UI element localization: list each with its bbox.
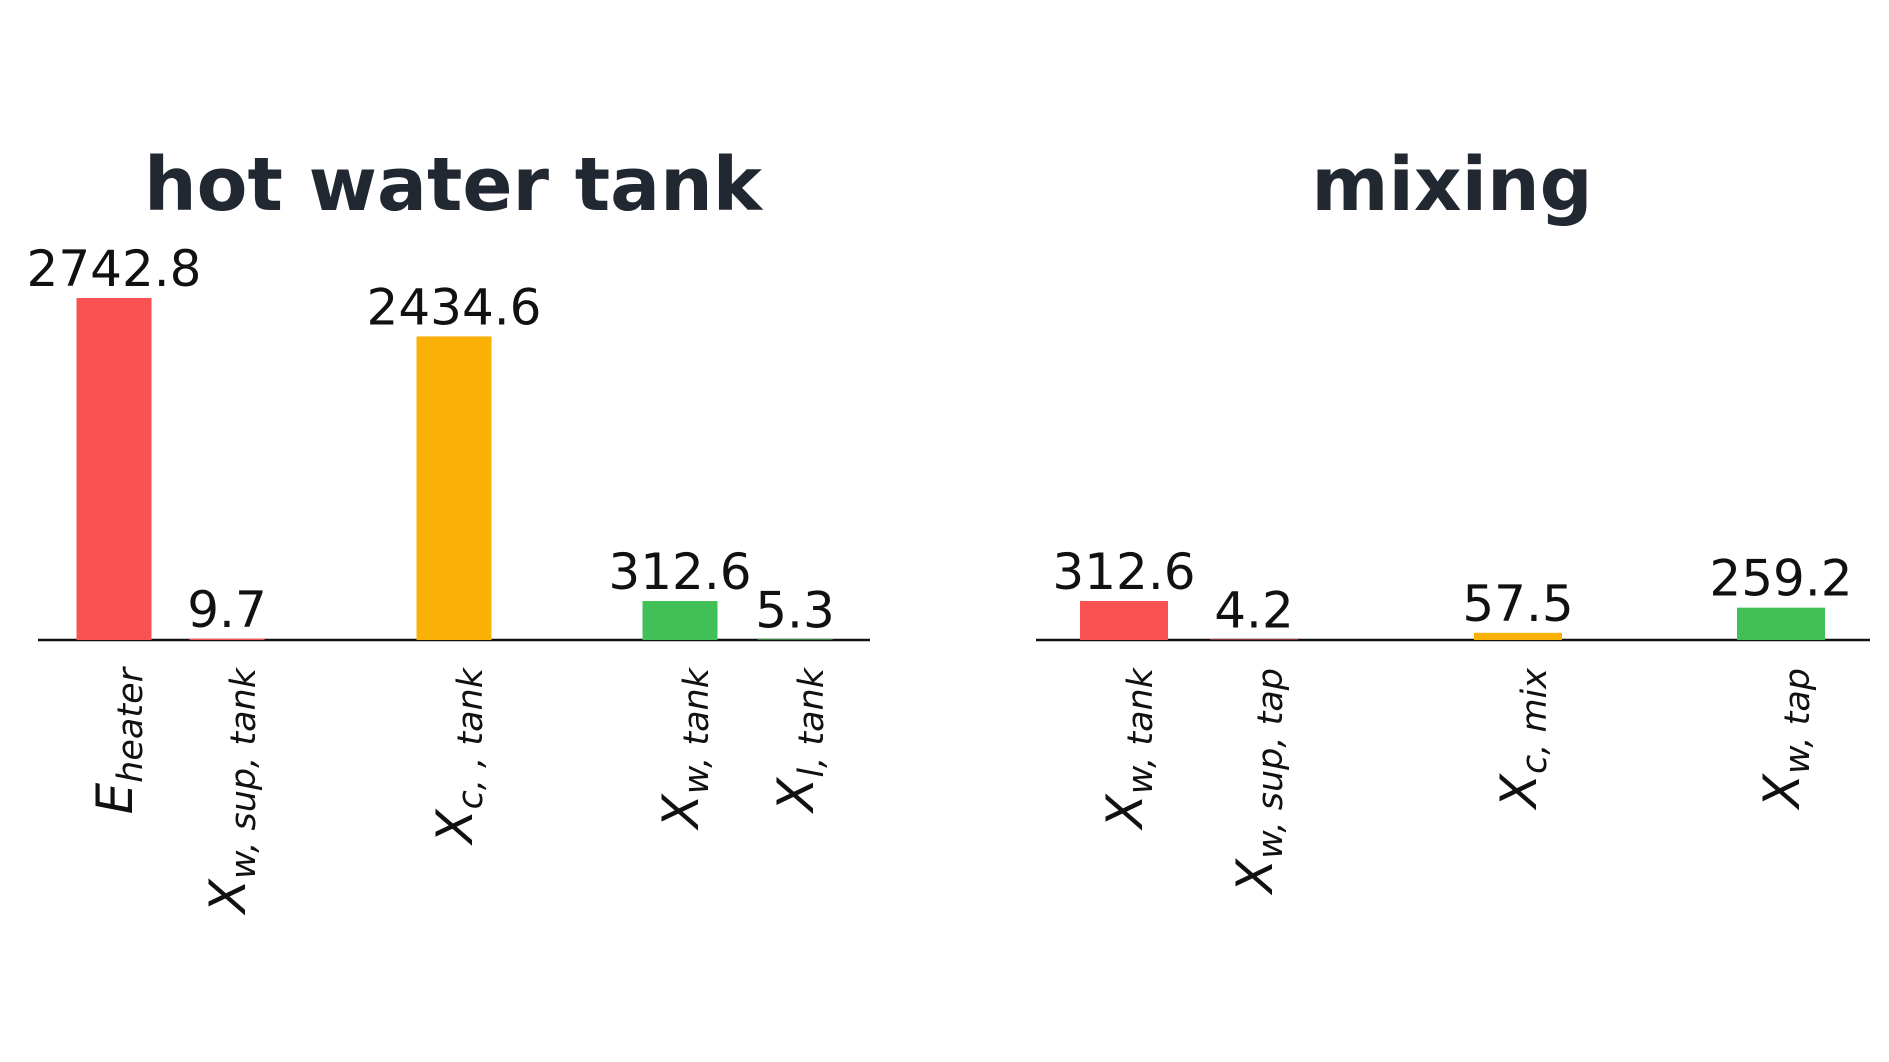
bar [1737, 607, 1825, 640]
bar [1474, 632, 1562, 640]
panel-title: hot water tank [144, 142, 764, 228]
x-tick-label-subscript: c, , tank [451, 666, 491, 809]
x-tick-label-subscript: w, tap [1778, 668, 1818, 774]
x-tick-label: Xl, tank [767, 666, 832, 815]
x-tick-label-main: X [1226, 857, 1284, 896]
x-tick-label-main: X [767, 776, 825, 815]
x-tick-label: Xw, sup, tank [199, 666, 264, 916]
bar-value-label: 57.5 [1462, 575, 1573, 633]
x-tick-label-main: X [1490, 772, 1548, 811]
bar [757, 639, 833, 640]
x-tick-label-subscript: heater [111, 665, 151, 782]
x-tick-label-main: X [1096, 793, 1154, 832]
bar-value-label: 2742.8 [27, 240, 202, 298]
bar [189, 638, 265, 640]
panel-hot-water-tank: hot water tank 2742.8 Eheater 9.7 Xw, sup, … [27, 142, 870, 916]
x-tick-label-main: X [426, 808, 484, 847]
x-tick-label-subscript: l, tank [792, 666, 832, 777]
bar [1210, 639, 1298, 640]
bar-value-label: 2434.6 [367, 278, 542, 336]
x-tick-label-main: X [199, 877, 257, 916]
bar-value-label: 4.2 [1214, 581, 1294, 639]
bar-value-label: 259.2 [1709, 550, 1852, 608]
x-tick-label-subscript: w, sup, tank [224, 666, 264, 879]
panel-mixing: mixing 312.6 Xw, tank 4.2 Xw, sup, tap 57.5 X… [1036, 142, 1870, 896]
x-tick-label-main: E [86, 782, 144, 814]
x-tick-label: Xw, tank [1096, 666, 1161, 831]
x-tick-label-subscript: w, tank [1121, 666, 1161, 794]
x-tick-label-subscript: w, tank [677, 666, 717, 794]
bar [76, 298, 152, 640]
x-tick-label-subscript: c, mix [1515, 668, 1555, 774]
bar-value-label: 312.6 [608, 543, 751, 601]
bar [1080, 601, 1168, 640]
bar [416, 336, 492, 640]
x-tick-label: Xc, mix [1490, 668, 1555, 812]
x-tick-label-main: X [652, 793, 710, 832]
x-tick-label: Xw, tap [1753, 668, 1818, 811]
bar-value-label: 5.3 [755, 581, 835, 639]
x-tick-label: Xw, tank [652, 666, 717, 831]
x-tick-label: Eheater [86, 665, 151, 814]
panel-title: mixing [1311, 142, 1592, 228]
bar-value-label: 312.6 [1052, 543, 1195, 601]
bar [642, 601, 718, 640]
x-tick-label: Xc, , tank [426, 666, 491, 846]
x-tick-label-main: X [1753, 772, 1811, 811]
bar-value-label: 9.7 [187, 581, 267, 639]
x-tick-label-subscript: w, sup, tap [1251, 668, 1291, 859]
x-tick-label: Xw, sup, tap [1226, 668, 1291, 896]
